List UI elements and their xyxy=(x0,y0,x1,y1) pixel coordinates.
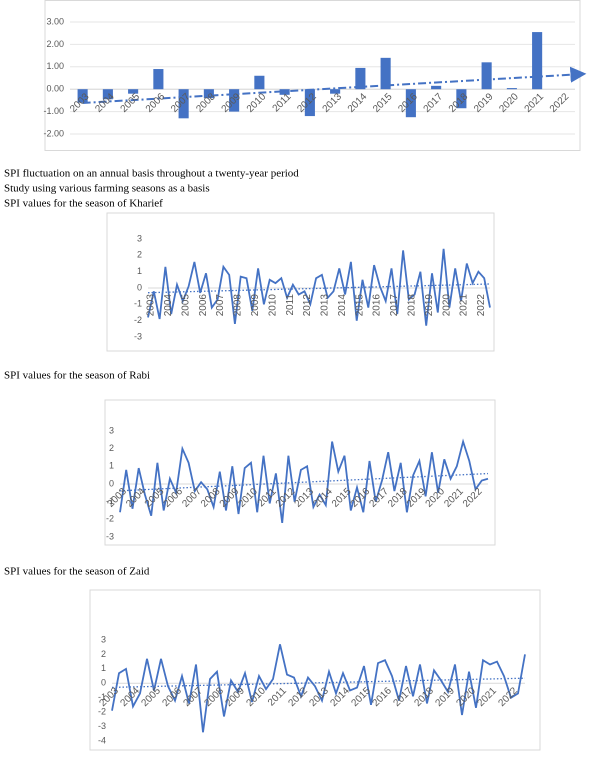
bar xyxy=(380,57,391,90)
x-tick-label: 2011 xyxy=(285,294,296,316)
y-tick-label: 3 xyxy=(101,634,106,644)
trendline xyxy=(147,283,491,294)
y-tick-label: 1 xyxy=(101,663,106,673)
text-line: SPI values for the season of Rabi xyxy=(4,370,150,382)
chart-frame xyxy=(106,212,495,352)
y-tick-label: -2 xyxy=(106,514,114,524)
y-tick-label: -1 xyxy=(106,496,114,506)
series-line xyxy=(147,248,491,326)
x-tick-label: 2020 xyxy=(441,294,452,317)
bar xyxy=(77,89,88,103)
bar xyxy=(128,89,139,94)
bar xyxy=(330,89,341,94)
text-line: SPI fluctuation on an annual basis throu… xyxy=(4,168,299,180)
y-tick-label: 2 xyxy=(137,250,142,260)
y-tick-label: -3 xyxy=(134,331,142,341)
text-line: SPI values for the season of Zaid xyxy=(4,566,150,578)
bar xyxy=(178,89,189,119)
x-tick-label: 2015 xyxy=(354,294,365,317)
y-tick-label: 0 xyxy=(137,282,142,292)
y-tick-label: -2 xyxy=(134,315,142,325)
trendline xyxy=(111,677,526,689)
bar xyxy=(405,89,416,118)
y-tick-label: 0.00 xyxy=(46,84,64,94)
x-tick-label: 2007 xyxy=(215,294,226,317)
bar xyxy=(279,89,290,95)
y-tick-label: 3 xyxy=(109,425,114,435)
bar xyxy=(431,85,442,90)
y-tick-label: 2 xyxy=(109,443,114,453)
x-tick-label: 2022 xyxy=(476,294,487,317)
x-tick-label: 2014 xyxy=(337,294,348,317)
bar xyxy=(254,75,265,90)
trendline xyxy=(82,66,587,104)
bar xyxy=(481,62,492,90)
bar xyxy=(532,32,543,90)
x-tick-label: 2013 xyxy=(320,294,331,317)
x-tick-label: 2017 xyxy=(389,294,400,317)
y-tick-label: 1.00 xyxy=(46,61,64,71)
chart-frame xyxy=(89,589,541,751)
text-line: SPI values for the season of Kharief xyxy=(4,198,163,210)
y-tick-label: 1 xyxy=(137,266,142,276)
y-tick-label: -2.00 xyxy=(43,128,64,138)
y-tick-label: -1 xyxy=(134,299,142,309)
bar xyxy=(506,88,517,90)
y-tick-label: -3 xyxy=(98,721,106,731)
x-tick-label: 2003 xyxy=(146,294,157,317)
bar xyxy=(456,89,467,109)
bar xyxy=(355,67,366,90)
x-tick-label: 2005 xyxy=(180,294,191,317)
x-tick-label: 2009 xyxy=(250,294,261,317)
text-line: Study using various farming seasons as a… xyxy=(4,183,210,195)
y-tick-label: -2 xyxy=(98,707,106,717)
x-tick-label: 2006 xyxy=(198,294,209,317)
y-tick-label: 0 xyxy=(109,478,114,488)
y-tick-label: 2.00 xyxy=(46,39,64,49)
x-tick-label: 2004 xyxy=(163,294,174,317)
y-tick-label: -1 xyxy=(98,692,106,702)
x-tick-label: 2008 xyxy=(233,294,244,317)
y-tick-label: -4 xyxy=(98,735,106,745)
x-tick-label: 2021 xyxy=(459,294,470,317)
y-tick-label: -1.00 xyxy=(43,106,64,116)
y-tick-label: -3 xyxy=(106,531,114,541)
bar xyxy=(229,89,240,112)
x-tick-label: 2019 xyxy=(424,294,435,317)
series-line xyxy=(119,438,489,524)
y-tick-label: 3 xyxy=(137,233,142,243)
bar xyxy=(304,89,315,117)
y-tick-label: 3.00 xyxy=(46,16,64,26)
y-tick-label: 2 xyxy=(101,649,106,659)
x-tick-label: 2016 xyxy=(372,294,383,317)
series-line xyxy=(111,644,526,733)
y-tick-label: 1 xyxy=(109,461,114,471)
bar xyxy=(102,89,113,100)
x-tick-label: 2018 xyxy=(406,294,417,317)
y-tick-label: 0 xyxy=(101,678,106,688)
chart-frame xyxy=(44,0,581,151)
bar xyxy=(203,89,214,99)
x-tick-label: 2010 xyxy=(267,294,278,317)
bar xyxy=(153,69,164,90)
x-tick-label: 2012 xyxy=(302,294,313,317)
